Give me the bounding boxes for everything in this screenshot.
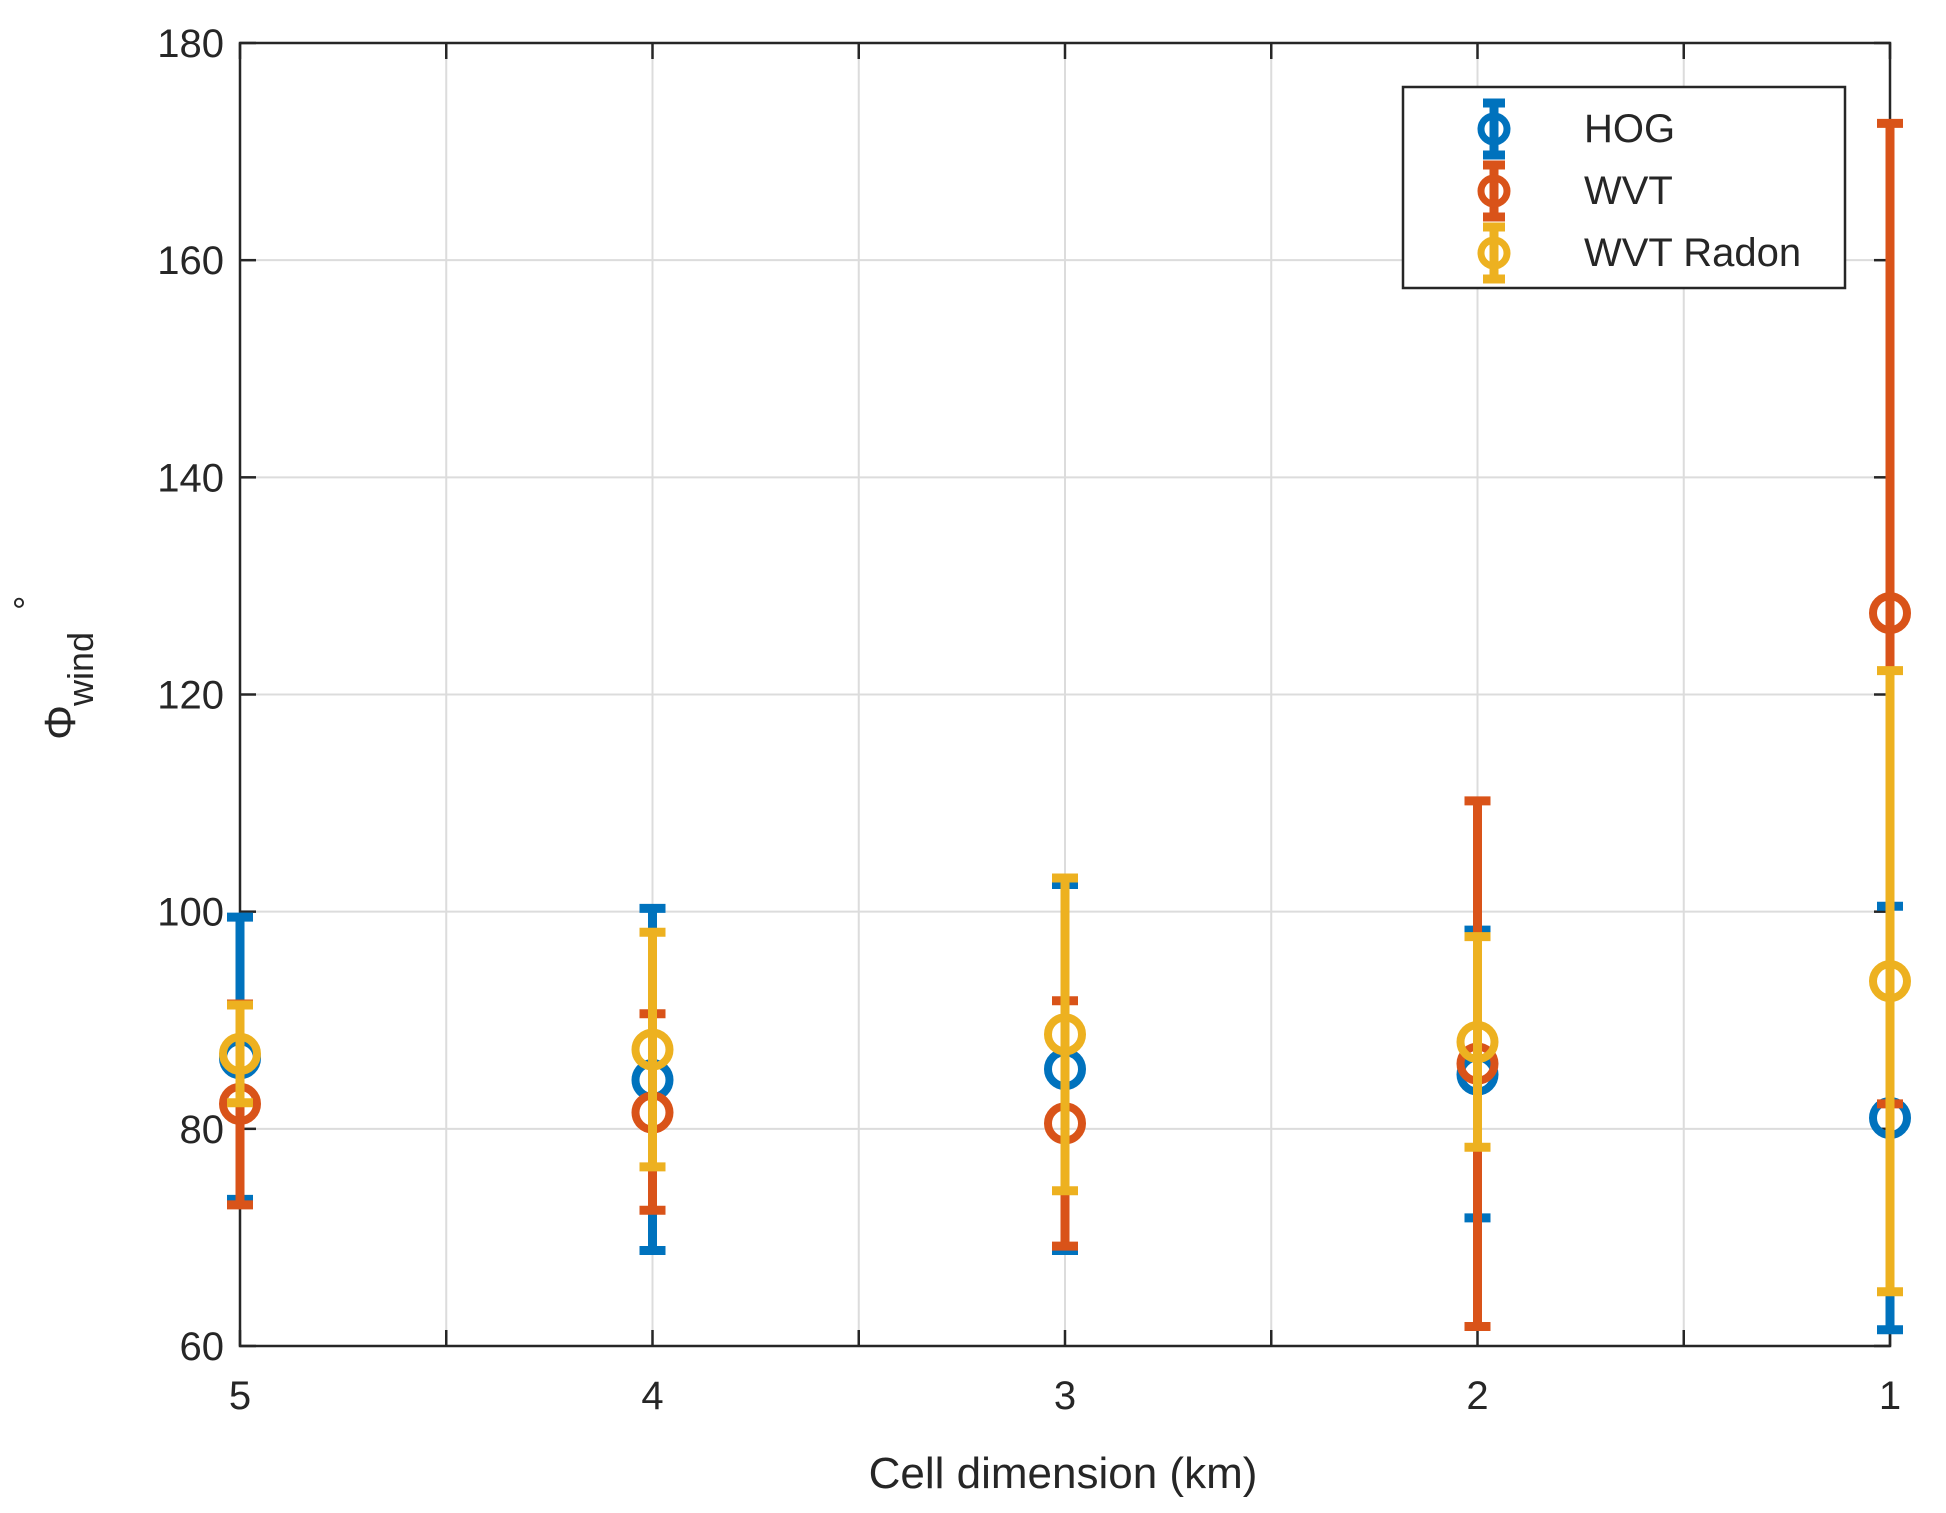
legend-box xyxy=(1401,85,1847,290)
x-tick-label: 3 xyxy=(1054,1374,1076,1418)
y-tick-label: 60 xyxy=(180,1325,225,1369)
legend-circle-wvt-radon xyxy=(1477,236,1511,270)
legend-circle-hog xyxy=(1477,112,1511,146)
series-wvt-radon xyxy=(219,666,1911,1297)
legend-entry-wvt-radon: WVT Radon xyxy=(1477,222,1801,284)
legend-entry-hog: HOG xyxy=(1477,98,1675,160)
y-tick-label: 160 xyxy=(157,239,224,283)
data-point-wvt-radon xyxy=(1869,960,1911,1003)
x-tick-label: 2 xyxy=(1466,1374,1488,1418)
legend-marker-wvt xyxy=(1477,160,1511,222)
x-tick-label: 4 xyxy=(641,1374,663,1418)
x-tick-label: 1 xyxy=(1879,1374,1901,1418)
y-tick-label: 100 xyxy=(157,891,224,935)
legend-entry-wvt: WVT xyxy=(1477,160,1673,222)
y-axis-title: Φ wind ° xyxy=(6,596,101,740)
y-tick-label: 140 xyxy=(157,456,224,500)
y-axis-title-main: Φ xyxy=(36,705,85,740)
y-tick-label: 120 xyxy=(157,674,224,718)
data-point-wvt xyxy=(1869,592,1911,635)
y-tick-label: 180 xyxy=(157,22,224,66)
legend-label-wvt: WVT xyxy=(1584,169,1673,213)
x-axis-title: Cell dimension (km) xyxy=(869,1449,1258,1498)
series-group xyxy=(219,118,1911,1335)
data-point-wvt-radon xyxy=(1456,1020,1499,1063)
y-axis-title-subscript: wind xyxy=(60,632,101,707)
legend-marker-wvt-radon xyxy=(1477,222,1511,284)
data-point-wvt-radon xyxy=(219,1032,261,1075)
y-tick-label: 80 xyxy=(180,1108,225,1152)
data-point-wvt-radon xyxy=(1044,1013,1086,1056)
legend-marker-hog xyxy=(1477,98,1511,160)
legend-label-hog: HOG xyxy=(1584,107,1675,151)
legend-label-wvt-radon: WVT Radon xyxy=(1584,231,1801,275)
data-point-wvt-radon xyxy=(631,1028,674,1071)
x-tick-label: 5 xyxy=(229,1374,251,1418)
y-axis-title-degree: ° xyxy=(6,596,47,610)
legend: HOG WVT WVT Radon xyxy=(1401,85,1847,290)
legend-circle-wvt xyxy=(1477,174,1511,208)
